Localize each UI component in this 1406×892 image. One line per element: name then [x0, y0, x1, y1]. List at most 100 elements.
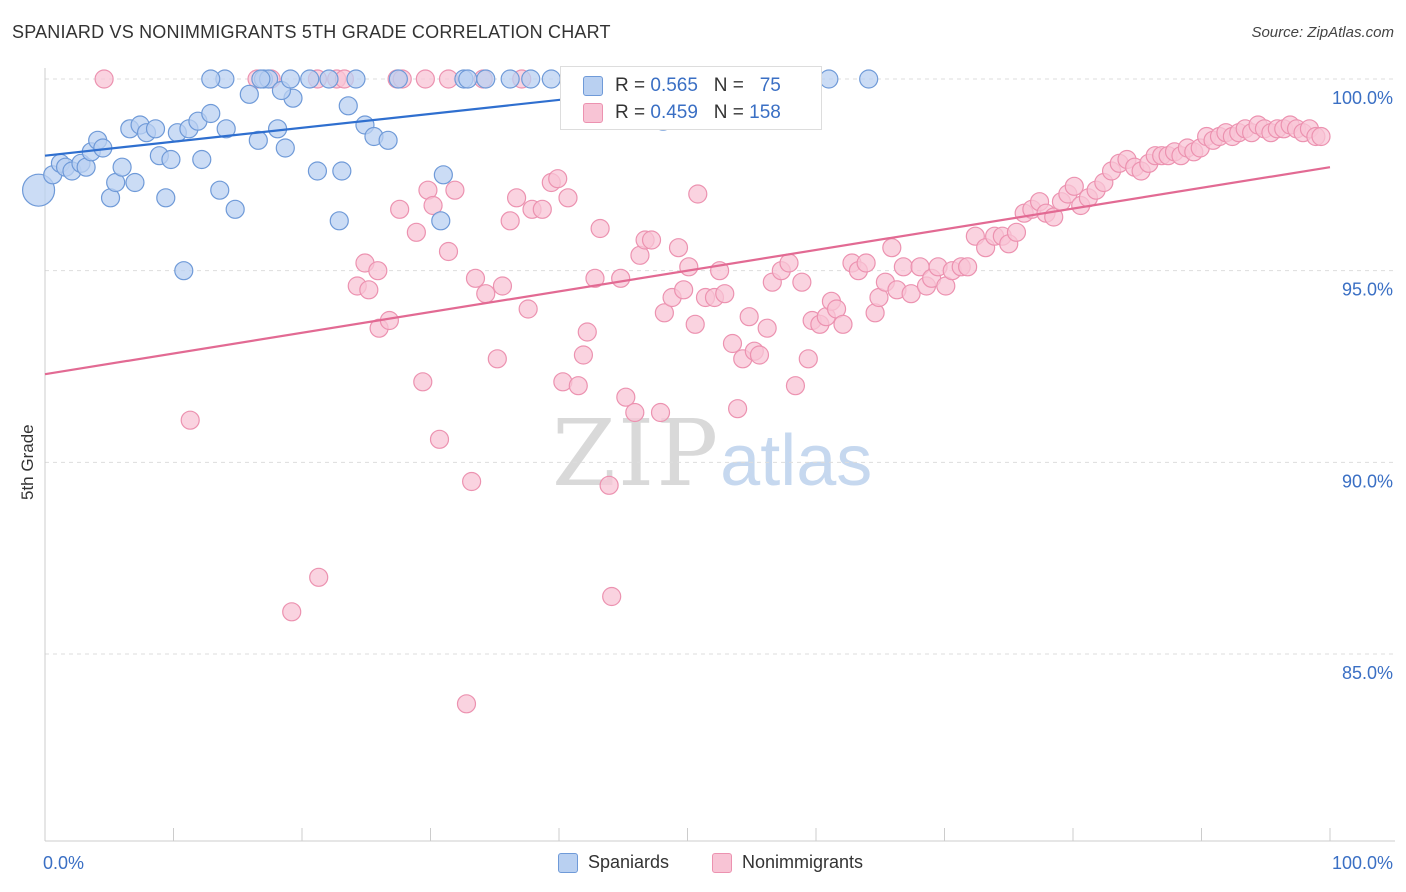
point-nonimmigrants	[492, 276, 513, 296]
point-nonimmigrants	[506, 188, 527, 208]
point-spaniards	[433, 165, 453, 185]
point-spaniards	[307, 161, 328, 181]
point-nonimmigrants	[856, 253, 876, 273]
x-tick-label: 0.0%	[43, 853, 84, 873]
point-nonimmigrants	[882, 238, 902, 258]
point-nonimmigrants	[668, 238, 689, 258]
point-spaniards	[300, 69, 320, 89]
point-spaniards	[201, 103, 221, 124]
point-nonimmigrants	[423, 195, 443, 216]
legend-label-nonimmigrants: Nonimmigrants	[742, 852, 864, 872]
point-nonimmigrants	[641, 230, 662, 250]
point-nonimmigrants	[500, 211, 520, 231]
point-spaniards	[338, 96, 358, 116]
point-spaniards	[251, 69, 271, 89]
point-nonimmigrants	[599, 475, 619, 495]
point-nonimmigrants	[568, 376, 588, 396]
point-nonimmigrants	[893, 257, 913, 277]
stats-text-nonimmigrants: R = 0.459 N = 158	[615, 102, 781, 124]
point-spaniards	[201, 69, 221, 89]
point-nonimmigrants	[616, 387, 636, 407]
point-nonimmigrants	[309, 567, 329, 587]
point-spaniards	[216, 119, 236, 139]
point-nonimmigrants	[1006, 222, 1027, 242]
point-spaniards	[500, 69, 520, 89]
point-spaniards	[319, 69, 339, 89]
point-spaniards	[248, 130, 268, 150]
point-spaniards	[329, 211, 349, 231]
point-spaniards	[210, 180, 230, 200]
point-spaniards	[458, 69, 478, 89]
legend-swatch-spaniards	[558, 852, 578, 873]
point-spaniards	[145, 119, 166, 139]
point-nonimmigrants	[465, 268, 486, 288]
point-nonimmigrants	[415, 69, 435, 89]
legend-item-spaniards[interactable]: Spaniards	[558, 852, 669, 873]
point-nonimmigrants	[406, 222, 426, 242]
point-nonimmigrants	[456, 694, 477, 714]
legend-label-spaniards: Spaniards	[588, 852, 670, 872]
point-nonimmigrants	[757, 318, 777, 338]
point-nonimmigrants	[688, 184, 708, 204]
point-nonimmigrants	[833, 314, 853, 334]
r-label: R =	[615, 75, 651, 96]
point-nonimmigrants	[390, 199, 410, 219]
n-value: 158	[749, 102, 781, 123]
point-nonimmigrants	[785, 376, 806, 396]
point-nonimmigrants	[573, 345, 594, 365]
legend: Spaniards Nonimmigrants	[0, 850, 1406, 880]
point-nonimmigrants	[654, 303, 674, 323]
point-spaniards	[476, 69, 496, 89]
point-nonimmigrants	[413, 372, 433, 392]
point-spaniards	[239, 84, 259, 104]
point-spaniards	[112, 157, 132, 177]
y-tick-label: 85.0%	[1342, 663, 1393, 683]
point-nonimmigrants	[685, 314, 705, 334]
point-nonimmigrants	[779, 253, 799, 273]
point-nonimmigrants	[958, 257, 978, 277]
point-nonimmigrants	[180, 410, 200, 430]
n-label: N =	[713, 102, 750, 123]
point-nonimmigrants	[1064, 176, 1084, 196]
point-nonimmigrants	[901, 284, 921, 304]
point-nonimmigrants	[722, 333, 743, 354]
point-spaniards	[280, 69, 301, 89]
stats-box: R = 0.565 N = 75 R = 0.459 N = 158	[560, 66, 822, 130]
point-nonimmigrants	[577, 322, 597, 342]
watermark-atlas: atlas	[720, 421, 873, 501]
point-nonimmigrants	[602, 586, 622, 607]
point-nonimmigrants	[445, 180, 465, 200]
point-spaniards	[174, 261, 194, 281]
point-nonimmigrants	[462, 471, 482, 492]
point-spaniards	[192, 149, 212, 170]
point-nonimmigrants	[429, 429, 450, 449]
point-spaniards	[156, 188, 176, 208]
point-spaniards	[161, 149, 181, 170]
point-nonimmigrants	[368, 261, 388, 281]
r-value: 0.459	[650, 102, 698, 123]
point-nonimmigrants	[487, 349, 507, 369]
point-spaniards	[332, 161, 352, 181]
point-nonimmigrants	[674, 280, 694, 300]
point-spaniards	[859, 69, 879, 89]
legend-item-nonimmigrants[interactable]: Nonimmigrants	[712, 852, 863, 873]
n-value: 75	[759, 75, 781, 96]
point-nonimmigrants	[739, 307, 759, 327]
point-nonimmigrants	[679, 257, 699, 277]
point-nonimmigrants	[532, 199, 552, 219]
point-nonimmigrants	[715, 284, 735, 304]
chart-title: SPANIARD VS NONIMMIGRANTS 5TH GRADE CORR…	[12, 22, 611, 42]
point-spaniards	[388, 69, 408, 89]
y-tick-label: 100.0%	[1332, 88, 1393, 108]
point-nonimmigrants	[585, 268, 605, 288]
point-spaniards	[225, 199, 245, 219]
point-nonimmigrants	[476, 284, 496, 304]
spaniards-swatch	[583, 76, 603, 96]
legend-swatch-nonimmigrants	[712, 852, 732, 873]
point-spaniards	[275, 138, 295, 158]
point-nonimmigrants	[359, 280, 379, 300]
nonimmigrants-swatch	[583, 103, 603, 123]
point-spaniards	[431, 211, 451, 231]
point-nonimmigrants	[625, 402, 645, 423]
